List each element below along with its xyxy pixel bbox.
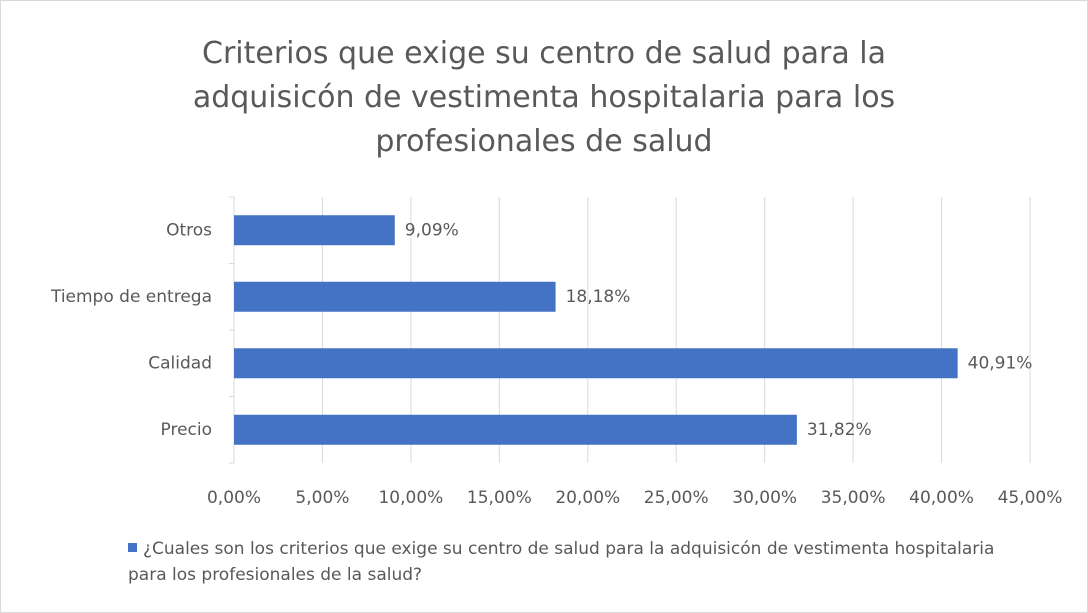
x-tick-label: 5,00% bbox=[295, 488, 349, 508]
chart-title: Criterios que exige su centro de salud p… bbox=[192, 36, 896, 159]
y-tick-label: Tiempo de entrega bbox=[50, 287, 212, 307]
data-label: 31,82% bbox=[807, 420, 872, 440]
x-tick-label: 30,00% bbox=[732, 488, 797, 508]
x-tick-label: 20,00% bbox=[555, 488, 620, 508]
x-tick-label: 40,00% bbox=[909, 488, 974, 508]
x-tick-label: 45,00% bbox=[998, 488, 1063, 508]
bar bbox=[234, 348, 958, 379]
legend: ¿Cuales son los criterios que exige su c… bbox=[128, 536, 1008, 588]
legend-swatch bbox=[128, 543, 137, 552]
y-tick-label: Otros bbox=[166, 220, 212, 240]
data-label: 18,18% bbox=[566, 287, 631, 307]
data-label: 9,09% bbox=[405, 220, 459, 240]
legend-label: ¿Cuales son los criterios que exige su c… bbox=[128, 539, 995, 585]
x-tick-label: 25,00% bbox=[644, 488, 709, 508]
y-tick-label: Precio bbox=[161, 420, 213, 440]
x-tick-label: 0,00% bbox=[207, 488, 261, 508]
x-tick-label: 35,00% bbox=[821, 488, 886, 508]
data-label: 40,91% bbox=[968, 353, 1033, 373]
bar bbox=[234, 281, 556, 312]
bar bbox=[234, 414, 797, 445]
y-tick-label: Calidad bbox=[148, 353, 212, 373]
x-tick-label: 15,00% bbox=[467, 488, 532, 508]
x-tick-label: 10,00% bbox=[378, 488, 443, 508]
bar bbox=[234, 215, 395, 246]
